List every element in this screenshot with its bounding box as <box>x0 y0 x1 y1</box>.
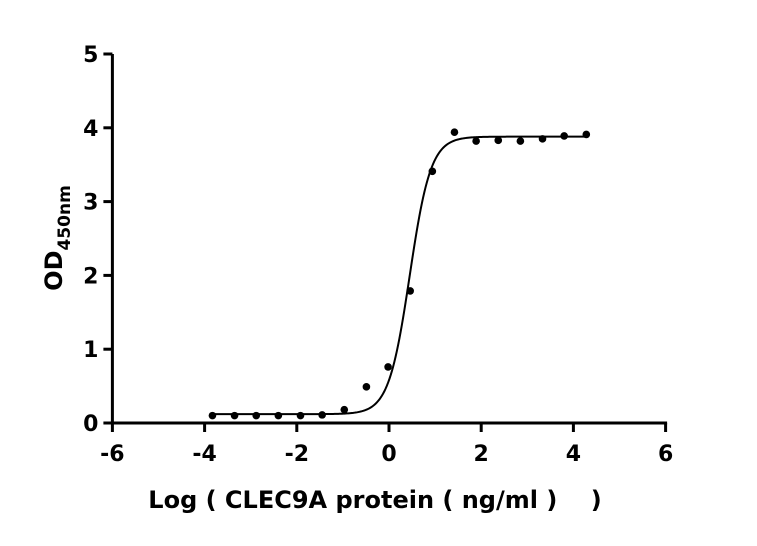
data-point <box>538 135 547 143</box>
data-points <box>208 128 591 420</box>
x-tick-label: -2 <box>285 442 309 467</box>
data-point <box>494 136 503 145</box>
data-point <box>384 363 392 371</box>
data-point <box>406 287 415 295</box>
y-tick-label: 5 <box>83 43 98 68</box>
data-point <box>340 405 349 414</box>
data-point <box>362 383 371 391</box>
x-tick-label: 0 <box>381 442 396 467</box>
data-point <box>428 167 437 176</box>
y-tick-label: 4 <box>83 117 98 142</box>
y-tick-label: 2 <box>83 264 98 289</box>
y-tick-label: 1 <box>83 338 98 363</box>
data-point <box>274 411 283 420</box>
x-tick-label: 6 <box>658 442 673 467</box>
data-point <box>252 411 261 420</box>
y-tick-label: 0 <box>83 412 98 437</box>
y-axis-label-sub: 450nm <box>55 185 75 250</box>
data-point <box>450 128 459 137</box>
data-point <box>516 137 525 145</box>
x-tick-label: 4 <box>566 442 581 467</box>
data-point <box>230 411 239 420</box>
y-tick-label: 3 <box>83 191 98 216</box>
data-point <box>296 411 305 420</box>
data-point <box>472 137 480 145</box>
y-axis-label: OD450nm <box>40 185 75 291</box>
x-tick-label: -4 <box>192 442 216 467</box>
data-point <box>318 411 326 419</box>
fit-curve <box>212 135 587 416</box>
data-point <box>208 411 217 420</box>
x-tick-label: -6 <box>100 442 124 467</box>
axes: -6 -4 -2 0 2 4 6 0 1 2 3 4 5 <box>83 43 673 467</box>
y-axis-label-main: OD <box>40 250 68 290</box>
x-axis-label: Log ( CLEC9A protein ( ng/ml ) ) <box>148 486 601 514</box>
data-point <box>582 130 591 139</box>
data-point <box>560 132 568 140</box>
x-tick-label: 2 <box>474 442 489 467</box>
